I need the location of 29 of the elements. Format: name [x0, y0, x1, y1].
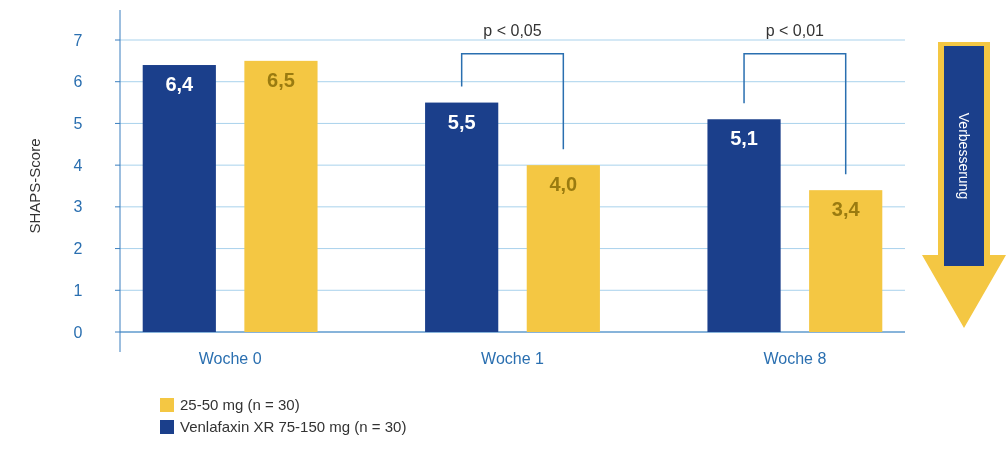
- y-tick-label: 1: [73, 281, 83, 299]
- y-tick-label: 0: [73, 323, 83, 341]
- y-tick-label: 4: [73, 156, 83, 174]
- legend-label: Venlafaxin XR 75-150 mg (n = 30): [180, 418, 407, 436]
- y-tick-label: 5: [73, 115, 83, 133]
- bar: [809, 190, 883, 332]
- bar: [707, 119, 781, 332]
- y-tick-label: 6: [73, 73, 83, 91]
- y-tick-label: 3: [73, 198, 83, 216]
- x-tick-label: Woche 1: [481, 350, 545, 367]
- bar: [425, 102, 499, 332]
- x-tick-label: Woche 0: [198, 350, 262, 367]
- data-label: 5,5: [447, 110, 476, 133]
- y-tick-label: 2: [73, 240, 83, 258]
- x-tick-label: Woche 8: [763, 350, 827, 367]
- bar: [142, 65, 216, 332]
- text: Verbesserung: [956, 112, 973, 200]
- data-label: 3,4: [831, 198, 861, 221]
- data-label: 6,5: [267, 68, 295, 91]
- y-tick-label: 7: [73, 31, 83, 49]
- text: p < 0,05: [483, 21, 542, 39]
- text: p < 0,01: [765, 21, 825, 39]
- data-label: 5,1: [730, 127, 758, 150]
- data-label: 4,0: [549, 173, 578, 196]
- bar: [526, 165, 600, 332]
- legend-label: 25-50 mg (n = 30): [180, 396, 300, 414]
- bar: [244, 60, 318, 332]
- data-label: 6,4: [165, 73, 195, 96]
- y-axis-title: SHAPS-Score: [26, 138, 43, 234]
